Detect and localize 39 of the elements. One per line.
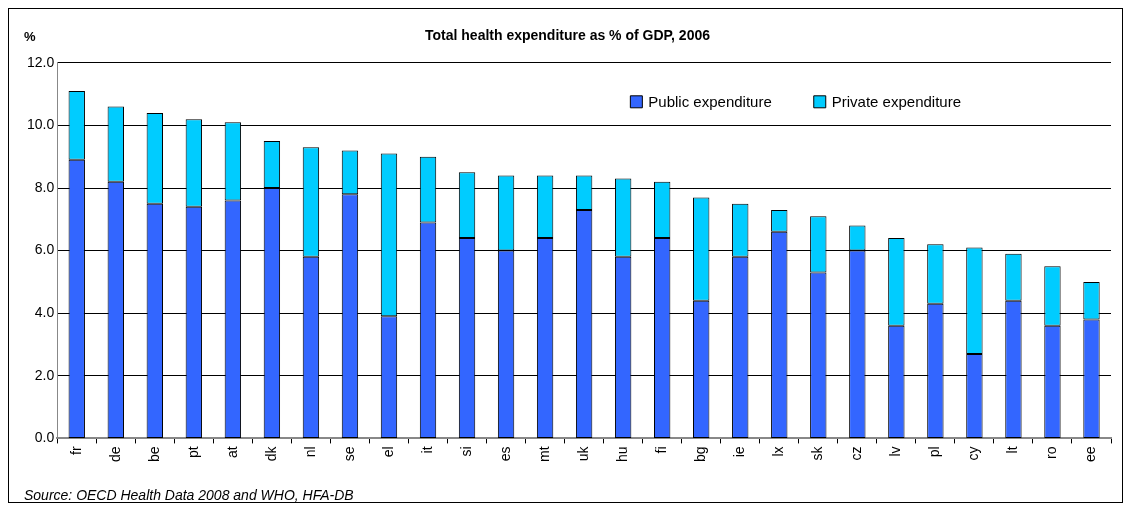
y-tick-label: 12.0	[27, 53, 55, 70]
y-tick-label: 4.0	[34, 304, 55, 321]
x-tick-label: nl	[301, 446, 318, 458]
x-tick-label: dk	[262, 445, 279, 462]
y-axis-title: %	[24, 28, 36, 44]
x-tick-label: fr	[67, 446, 84, 455]
x-tick-label: fi	[653, 446, 670, 454]
x-tick-label: pt	[184, 446, 201, 459]
chart-title: Total health expenditure as % of GDP, 2006	[424, 27, 711, 44]
y-tick-label: 8.0	[34, 178, 55, 195]
source-note: Source: OECD Health Data 2008 and WHO, HFA-DB	[24, 486, 354, 503]
y-tick-label: 0.0	[34, 429, 55, 446]
x-tick-label: uk	[574, 445, 591, 462]
y-tick-label: 10.0	[27, 116, 55, 133]
x-tick-label: mt	[535, 446, 552, 462]
y-tick-label: 6.0	[34, 241, 55, 258]
x-tick-label: bg	[692, 446, 709, 463]
x-tick-label: de	[106, 446, 123, 463]
x-tick-label: si	[457, 446, 474, 457]
x-tick-label: ee	[1082, 446, 1099, 463]
y-tick-label: 2.0	[34, 366, 55, 383]
x-tick-label: it	[418, 446, 435, 454]
x-tick-label: se	[340, 446, 357, 462]
x-tick-label: es	[496, 446, 513, 462]
x-tick-label: hu	[614, 446, 631, 463]
x-tick-label: lx	[770, 446, 787, 457]
x-tick-label: cy	[965, 446, 982, 461]
x-tick-label: ro	[1043, 446, 1060, 459]
x-tick-label: pl	[926, 446, 943, 458]
x-tick-label: lt	[1004, 446, 1021, 454]
x-tick-label: lv	[887, 446, 904, 457]
x-tick-label: at	[223, 446, 240, 459]
legend-label: Private expenditure	[831, 92, 962, 110]
x-tick-label: ie	[731, 446, 748, 458]
x-tick-label: cz	[848, 446, 865, 461]
x-tick-label: be	[145, 446, 162, 463]
x-tick-label: el	[379, 446, 396, 458]
x-tick-label: sk	[809, 445, 826, 461]
legend-label: Public expenditure	[648, 92, 772, 110]
